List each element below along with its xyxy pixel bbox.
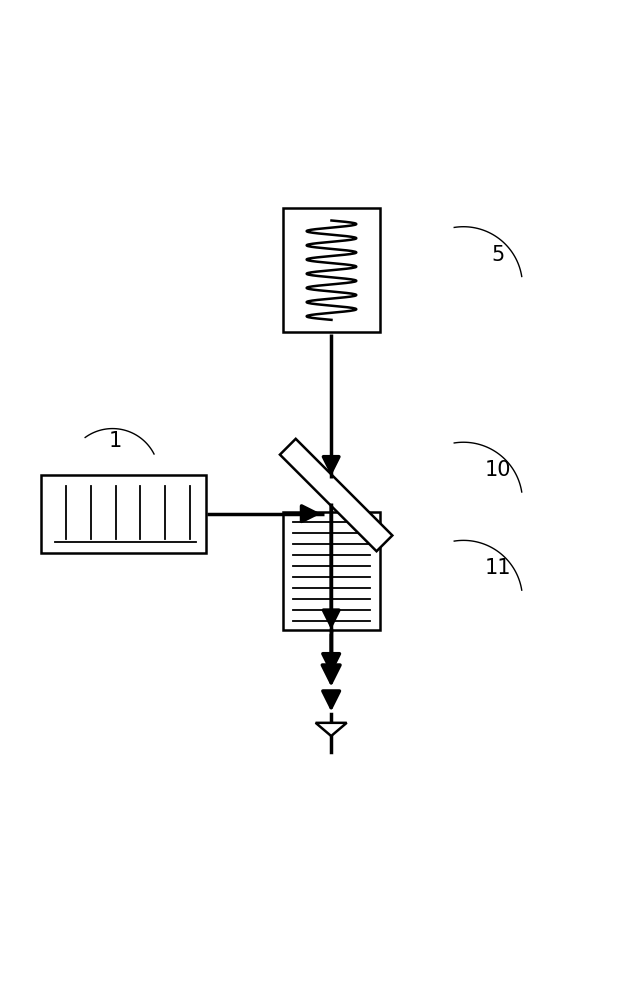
Polygon shape <box>316 723 347 736</box>
Bar <box>283 512 380 630</box>
Text: 1: 1 <box>109 431 123 451</box>
Polygon shape <box>280 439 392 551</box>
Text: 11: 11 <box>485 558 511 578</box>
Text: 5: 5 <box>491 245 504 265</box>
Bar <box>41 475 206 553</box>
Text: 10: 10 <box>485 460 511 480</box>
Bar <box>283 208 380 332</box>
